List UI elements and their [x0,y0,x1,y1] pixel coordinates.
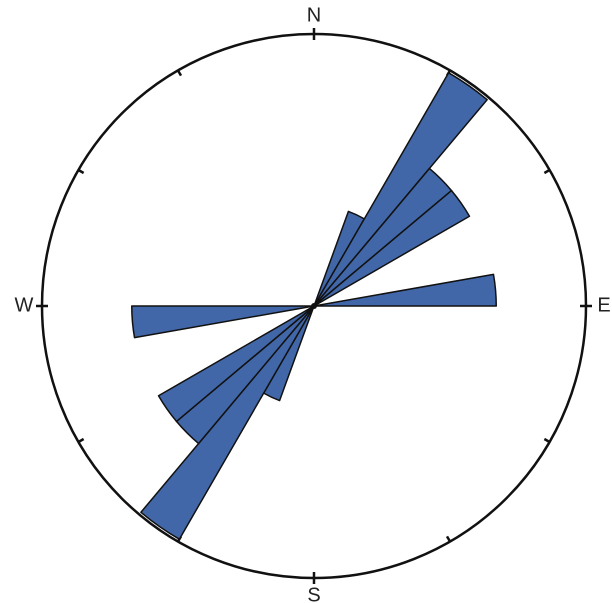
petal [313,273,497,307]
tick-mark [543,437,551,444]
center-dot [311,303,317,309]
direction-label: E [597,294,610,316]
petal [157,305,315,423]
tick-mark [543,168,551,175]
direction-label: W [15,294,34,316]
petal [313,189,471,307]
tick-mark [176,69,183,77]
petal [131,305,315,339]
tick-mark [77,437,85,444]
direction-label: S [307,584,320,603]
petal [140,305,315,540]
tick-mark [77,168,85,175]
direction-label: N [307,4,321,26]
petal [313,72,488,307]
tick-mark [445,535,452,543]
